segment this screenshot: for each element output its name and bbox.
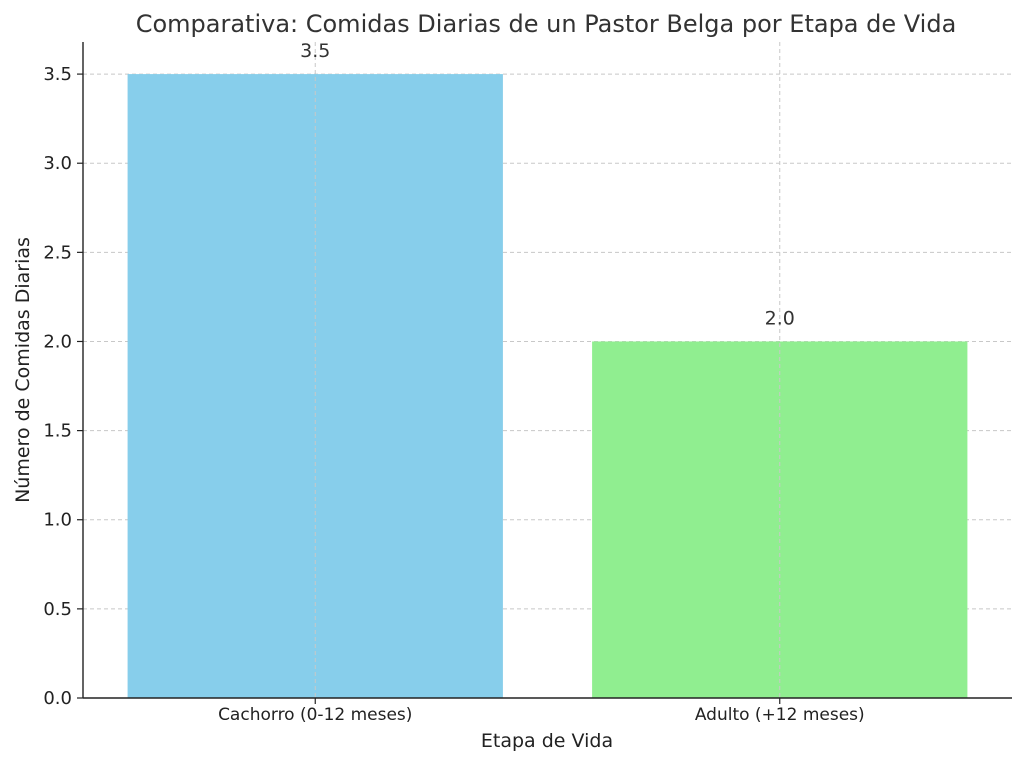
data-labels: 3.5 2.0 — [300, 40, 795, 329]
vertical-grid — [314, 42, 781, 698]
axes — [82, 42, 1012, 699]
x-tick-label: Cachorro (0-12 meses) — [218, 705, 412, 725]
x-axis-label: Etapa de Vida — [481, 730, 613, 752]
y-tick-label: 0.5 — [43, 599, 72, 620]
x-tick-label: Adulto (+12 meses) — [695, 705, 865, 725]
y-tick-label: 1.0 — [43, 510, 72, 531]
y-tick-label: 0.0 — [43, 688, 72, 709]
y-tick-label: 3.0 — [43, 153, 72, 174]
y-axis-label: Número de Comidas Diarias — [12, 237, 34, 503]
y-tick-label: 2.0 — [43, 331, 72, 352]
ticks: 0.0 0.5 1.0 1.5 2.0 2.5 3.0 3.5 Cachorro (0-12 m… — [43, 64, 864, 725]
y-tick-label: 3.5 — [43, 64, 72, 85]
y-tick-label: 2.5 — [43, 242, 72, 263]
bar-value-label: 3.5 — [300, 40, 330, 62]
bars — [127, 74, 968, 698]
chart-title: Comparativa: Comidas Diarias de un Pasto… — [136, 10, 957, 38]
y-tick-label: 1.5 — [43, 421, 72, 442]
bar-value-label: 2.0 — [765, 307, 795, 329]
